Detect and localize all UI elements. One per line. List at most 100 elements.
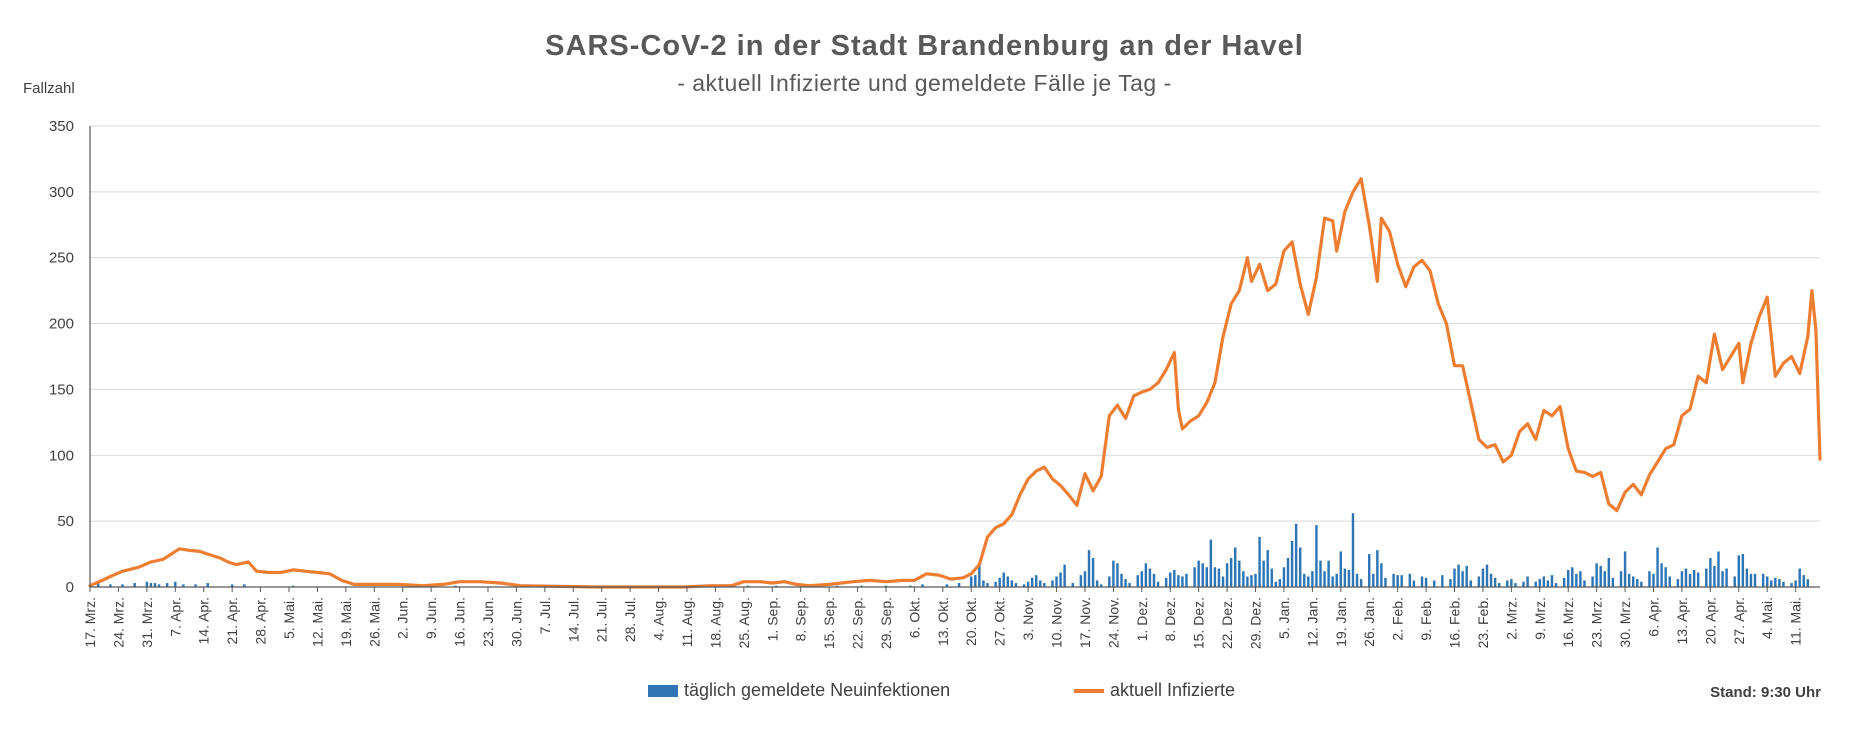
x-tick-label: 28. Jul. bbox=[622, 597, 638, 642]
bar bbox=[1144, 563, 1148, 587]
bar bbox=[1116, 563, 1119, 587]
bar bbox=[165, 583, 169, 587]
bar bbox=[957, 583, 961, 587]
bar bbox=[1627, 573, 1631, 587]
bar bbox=[1063, 564, 1066, 587]
x-tick-label: 9. Jun. bbox=[423, 597, 439, 639]
bar bbox=[1026, 581, 1030, 587]
bar bbox=[1546, 580, 1550, 587]
x-tick-label: 4. Mai. bbox=[1759, 597, 1775, 639]
bar bbox=[1311, 571, 1314, 587]
x-tick-label: 26. Mai. bbox=[366, 597, 382, 647]
bar bbox=[1692, 569, 1696, 587]
x-tick-label: 6. Apr. bbox=[1645, 597, 1661, 637]
bar bbox=[230, 584, 234, 587]
x-tick-label: 12. Jan. bbox=[1304, 597, 1320, 647]
y-axis-ticks: 0 50 100 150 200 250 300 350 bbox=[49, 118, 74, 596]
bar bbox=[1359, 579, 1363, 587]
bar bbox=[1424, 577, 1428, 587]
bar bbox=[909, 585, 912, 587]
y-tick-label: 200 bbox=[49, 316, 74, 333]
bar-series bbox=[96, 513, 1810, 587]
bar bbox=[1258, 536, 1261, 587]
x-tick-label: 30. Mrz. bbox=[1617, 597, 1633, 648]
legend-label-bars: täglich gemeldete Neuinfektionen bbox=[684, 680, 951, 700]
x-tick-label: 23. Feb. bbox=[1475, 597, 1491, 648]
bar bbox=[1526, 576, 1529, 587]
bar bbox=[921, 584, 924, 587]
x-tick-label: 16. Feb. bbox=[1447, 597, 1463, 648]
bar bbox=[1806, 579, 1810, 587]
bar bbox=[1181, 576, 1184, 587]
x-tick-label: 16. Mrz. bbox=[1560, 597, 1576, 648]
x-tick-label: 31. Mrz. bbox=[139, 597, 155, 648]
bar bbox=[982, 580, 985, 587]
bar bbox=[1055, 576, 1058, 587]
bar bbox=[1668, 576, 1671, 587]
x-tick-label: 13. Okt. bbox=[935, 597, 951, 646]
bar bbox=[1339, 551, 1343, 587]
x-tick-label: 12. Mai. bbox=[309, 597, 325, 647]
bar bbox=[1331, 576, 1334, 587]
x-tick-label: 29. Sep. bbox=[878, 597, 894, 649]
bar bbox=[836, 585, 839, 587]
x-tick-label: 9. Mrz. bbox=[1532, 597, 1548, 640]
bar bbox=[1770, 580, 1773, 587]
bar bbox=[986, 583, 989, 587]
bar bbox=[1493, 577, 1497, 587]
x-tick-label: 20. Okt. bbox=[963, 597, 979, 646]
bar bbox=[1091, 558, 1095, 587]
x-tick-label: 4. Aug. bbox=[651, 597, 667, 641]
bar bbox=[1636, 579, 1639, 587]
y-tick-label: 150 bbox=[49, 381, 74, 398]
bar bbox=[1603, 571, 1606, 587]
bar bbox=[1294, 523, 1298, 587]
bar bbox=[1173, 569, 1176, 587]
bar bbox=[1225, 563, 1229, 587]
bar bbox=[1741, 554, 1745, 587]
bar bbox=[1640, 581, 1643, 587]
bar bbox=[182, 584, 185, 587]
x-tick-label: 26. Jan. bbox=[1361, 597, 1377, 647]
bar bbox=[1623, 551, 1627, 587]
bar bbox=[1680, 571, 1684, 587]
bar bbox=[1043, 583, 1046, 587]
bar bbox=[1010, 580, 1014, 587]
bar bbox=[1745, 568, 1749, 587]
bar bbox=[291, 585, 295, 587]
bar bbox=[1461, 571, 1464, 587]
bar bbox=[1307, 576, 1310, 587]
bar bbox=[1286, 558, 1290, 587]
bar bbox=[1136, 575, 1139, 587]
x-tick-label: 17. Mrz. bbox=[82, 597, 98, 648]
bar bbox=[1611, 577, 1615, 587]
y-tick-label: 50 bbox=[57, 513, 74, 530]
bar bbox=[1323, 571, 1326, 587]
bar bbox=[884, 585, 888, 587]
bar bbox=[1562, 577, 1566, 587]
bar bbox=[1579, 571, 1582, 587]
bar bbox=[1380, 563, 1383, 587]
bar bbox=[1392, 573, 1395, 587]
bar bbox=[1071, 583, 1074, 587]
bar bbox=[1335, 573, 1338, 587]
x-tick-label: 3. Nov. bbox=[1020, 597, 1036, 640]
legend-item-line: aktuell Infizierte bbox=[1074, 680, 1235, 701]
bar bbox=[1006, 576, 1010, 587]
bar bbox=[1197, 560, 1200, 587]
y-tick-label: 300 bbox=[49, 184, 74, 201]
bar bbox=[1774, 577, 1777, 587]
x-tick-label: 30. Jun. bbox=[508, 597, 524, 647]
bar bbox=[1798, 568, 1801, 587]
bar bbox=[1022, 584, 1026, 587]
bar bbox=[1607, 558, 1611, 587]
x-tick-label: 8. Sep. bbox=[793, 597, 809, 641]
bar bbox=[1465, 565, 1468, 587]
bar bbox=[1372, 573, 1375, 587]
bar bbox=[1079, 575, 1083, 587]
bar bbox=[1794, 580, 1797, 587]
x-tick-label: 2. Mrz. bbox=[1503, 597, 1519, 640]
bar bbox=[1201, 563, 1204, 587]
bar bbox=[1648, 571, 1651, 587]
bar bbox=[1408, 573, 1412, 587]
